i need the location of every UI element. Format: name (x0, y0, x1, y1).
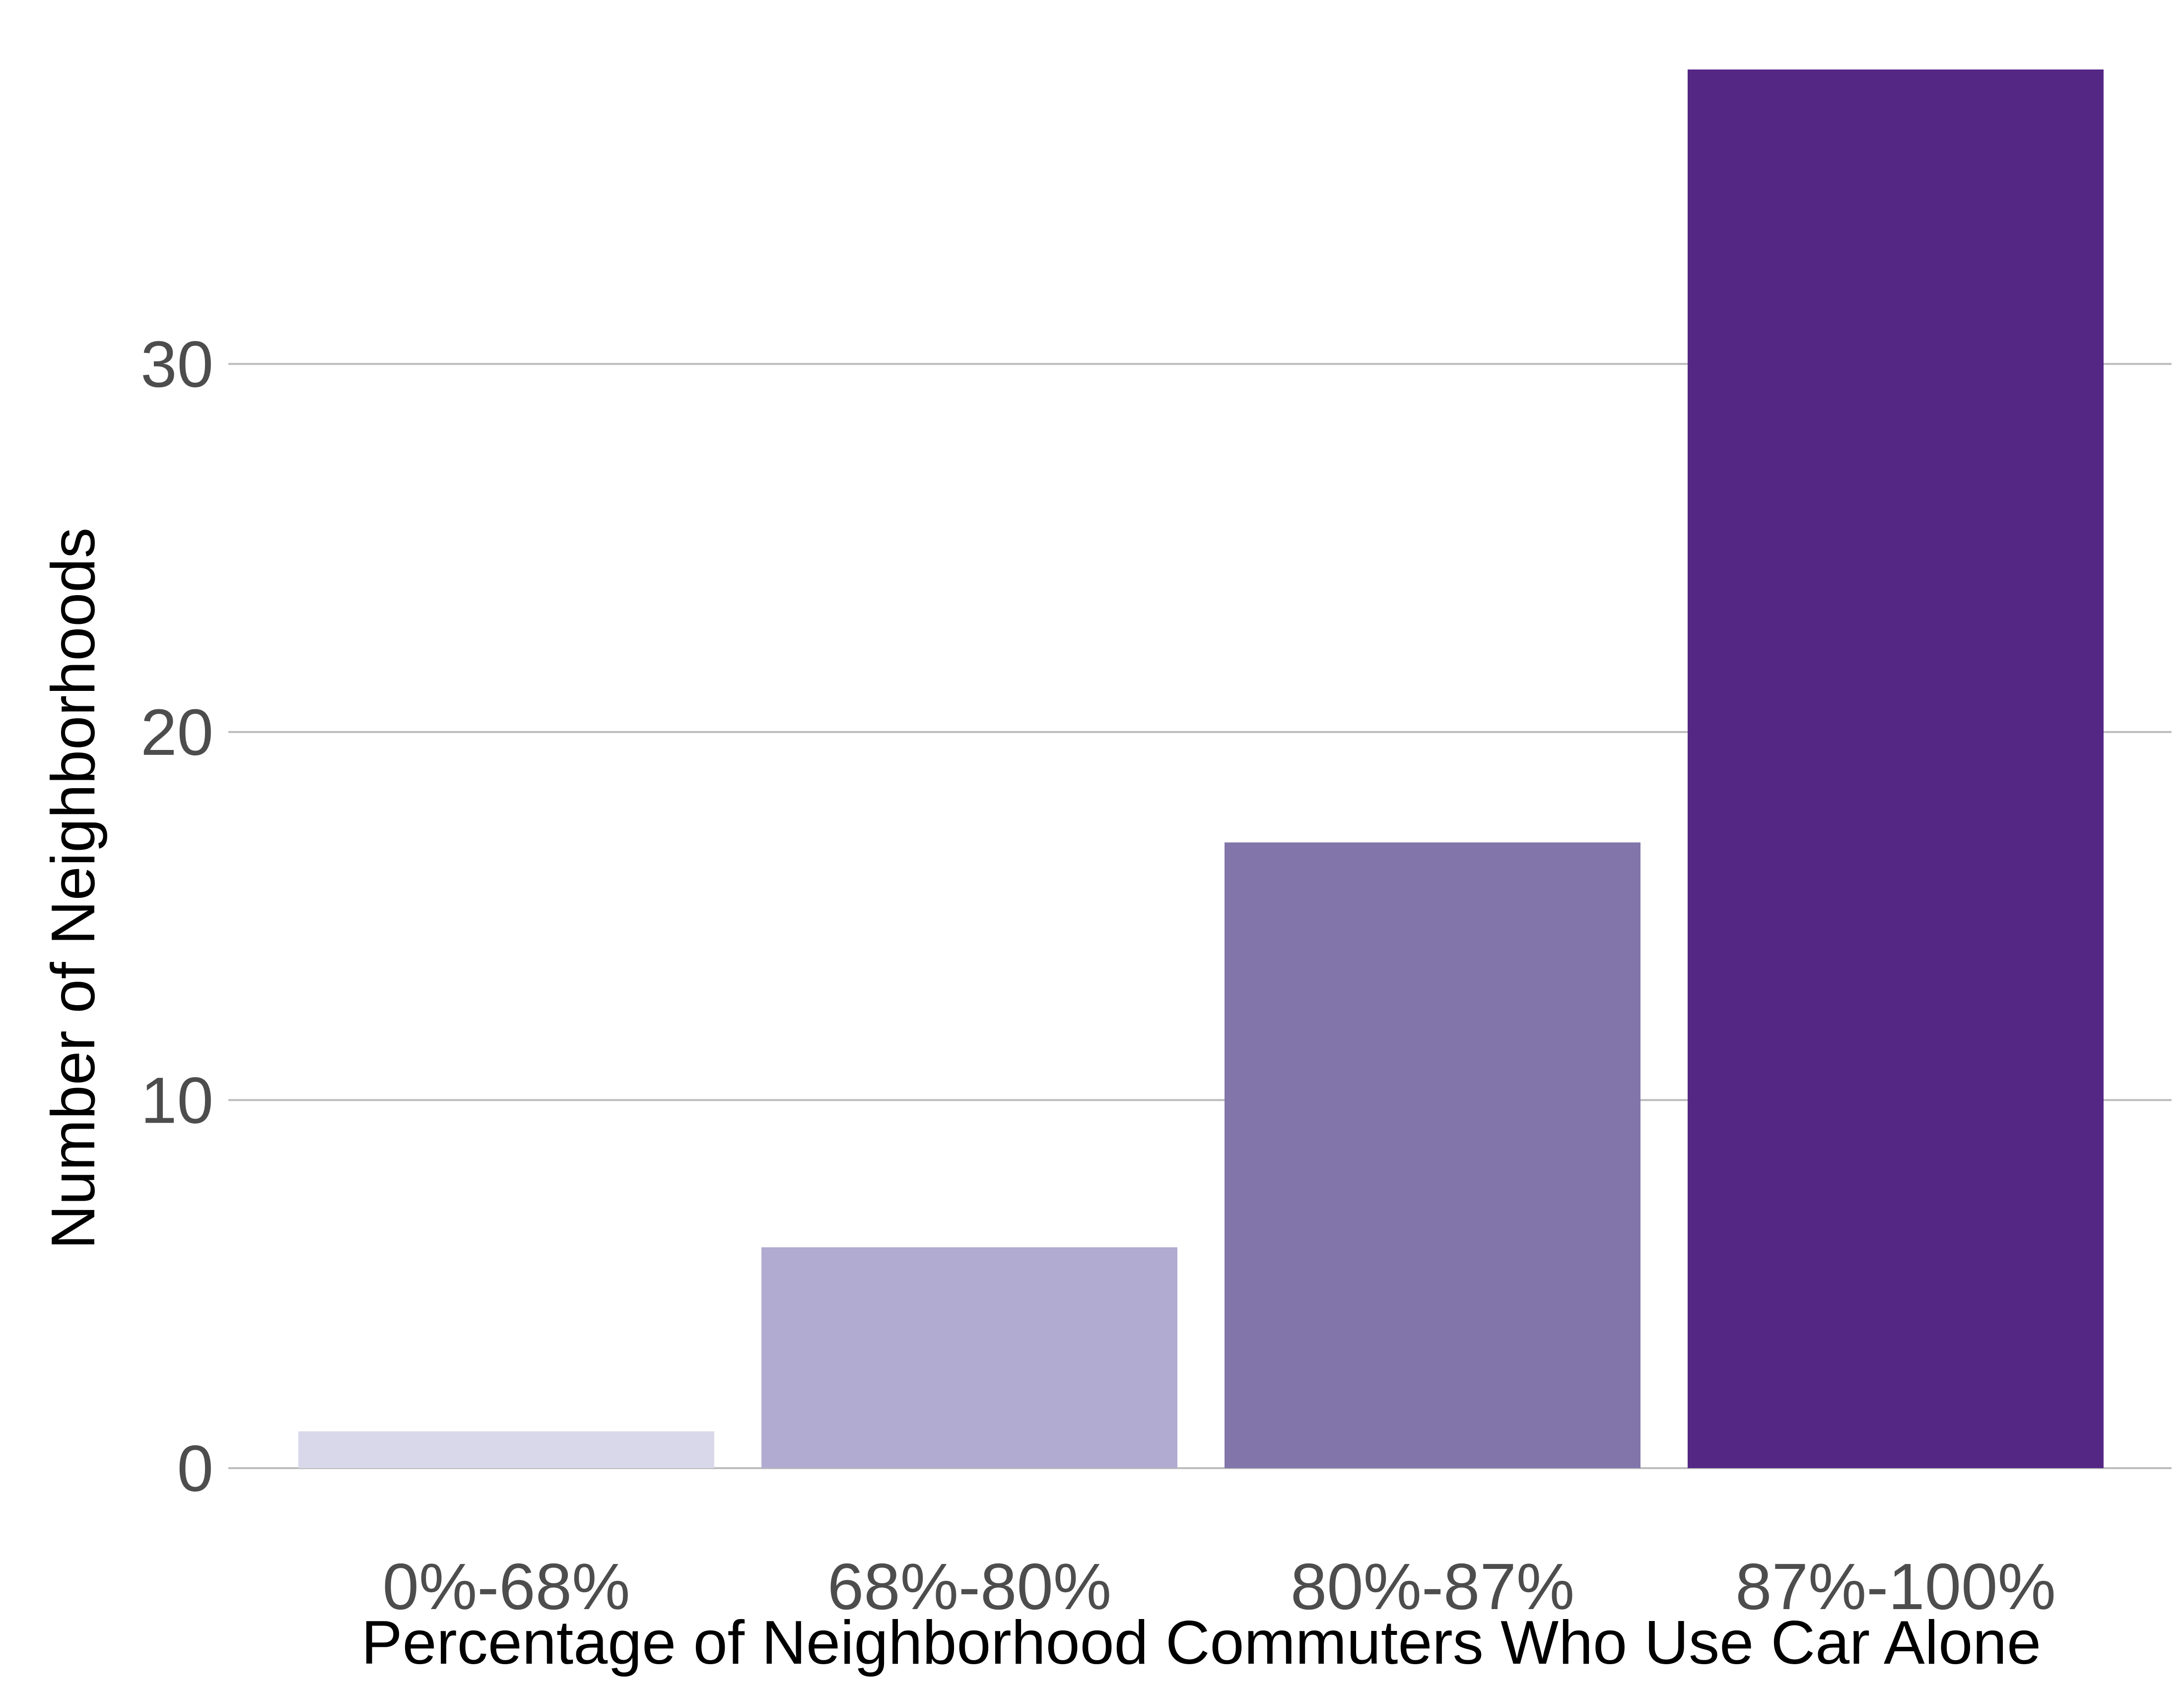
y-axis-title: Number of Neighborhoods (39, 528, 108, 1249)
x-tick-label: 80%-87% (1291, 1550, 1574, 1623)
y-tick-labels: 0 10 20 30 (140, 328, 213, 1505)
bar-4 (1688, 69, 2104, 1468)
x-tick-labels: 0%-68% 68%-80% 80%-87% 87%-100% (383, 1550, 2056, 1623)
bar-2 (761, 1247, 1177, 1468)
x-axis-title: Percentage of Neighborhood Commuters Who… (361, 1609, 2041, 1677)
x-tick-label: 87%-100% (1735, 1550, 2056, 1623)
bars (298, 69, 2104, 1468)
bar-1 (298, 1431, 714, 1468)
y-tick-label: 10 (140, 1064, 213, 1137)
bar-3 (1225, 842, 1640, 1468)
x-tick-label: 68%-80% (827, 1550, 1111, 1623)
y-tick-label: 0 (177, 1432, 213, 1505)
y-tick-label: 20 (140, 696, 213, 769)
x-tick-label: 0%-68% (383, 1550, 630, 1623)
y-tick-label: 30 (140, 328, 213, 401)
